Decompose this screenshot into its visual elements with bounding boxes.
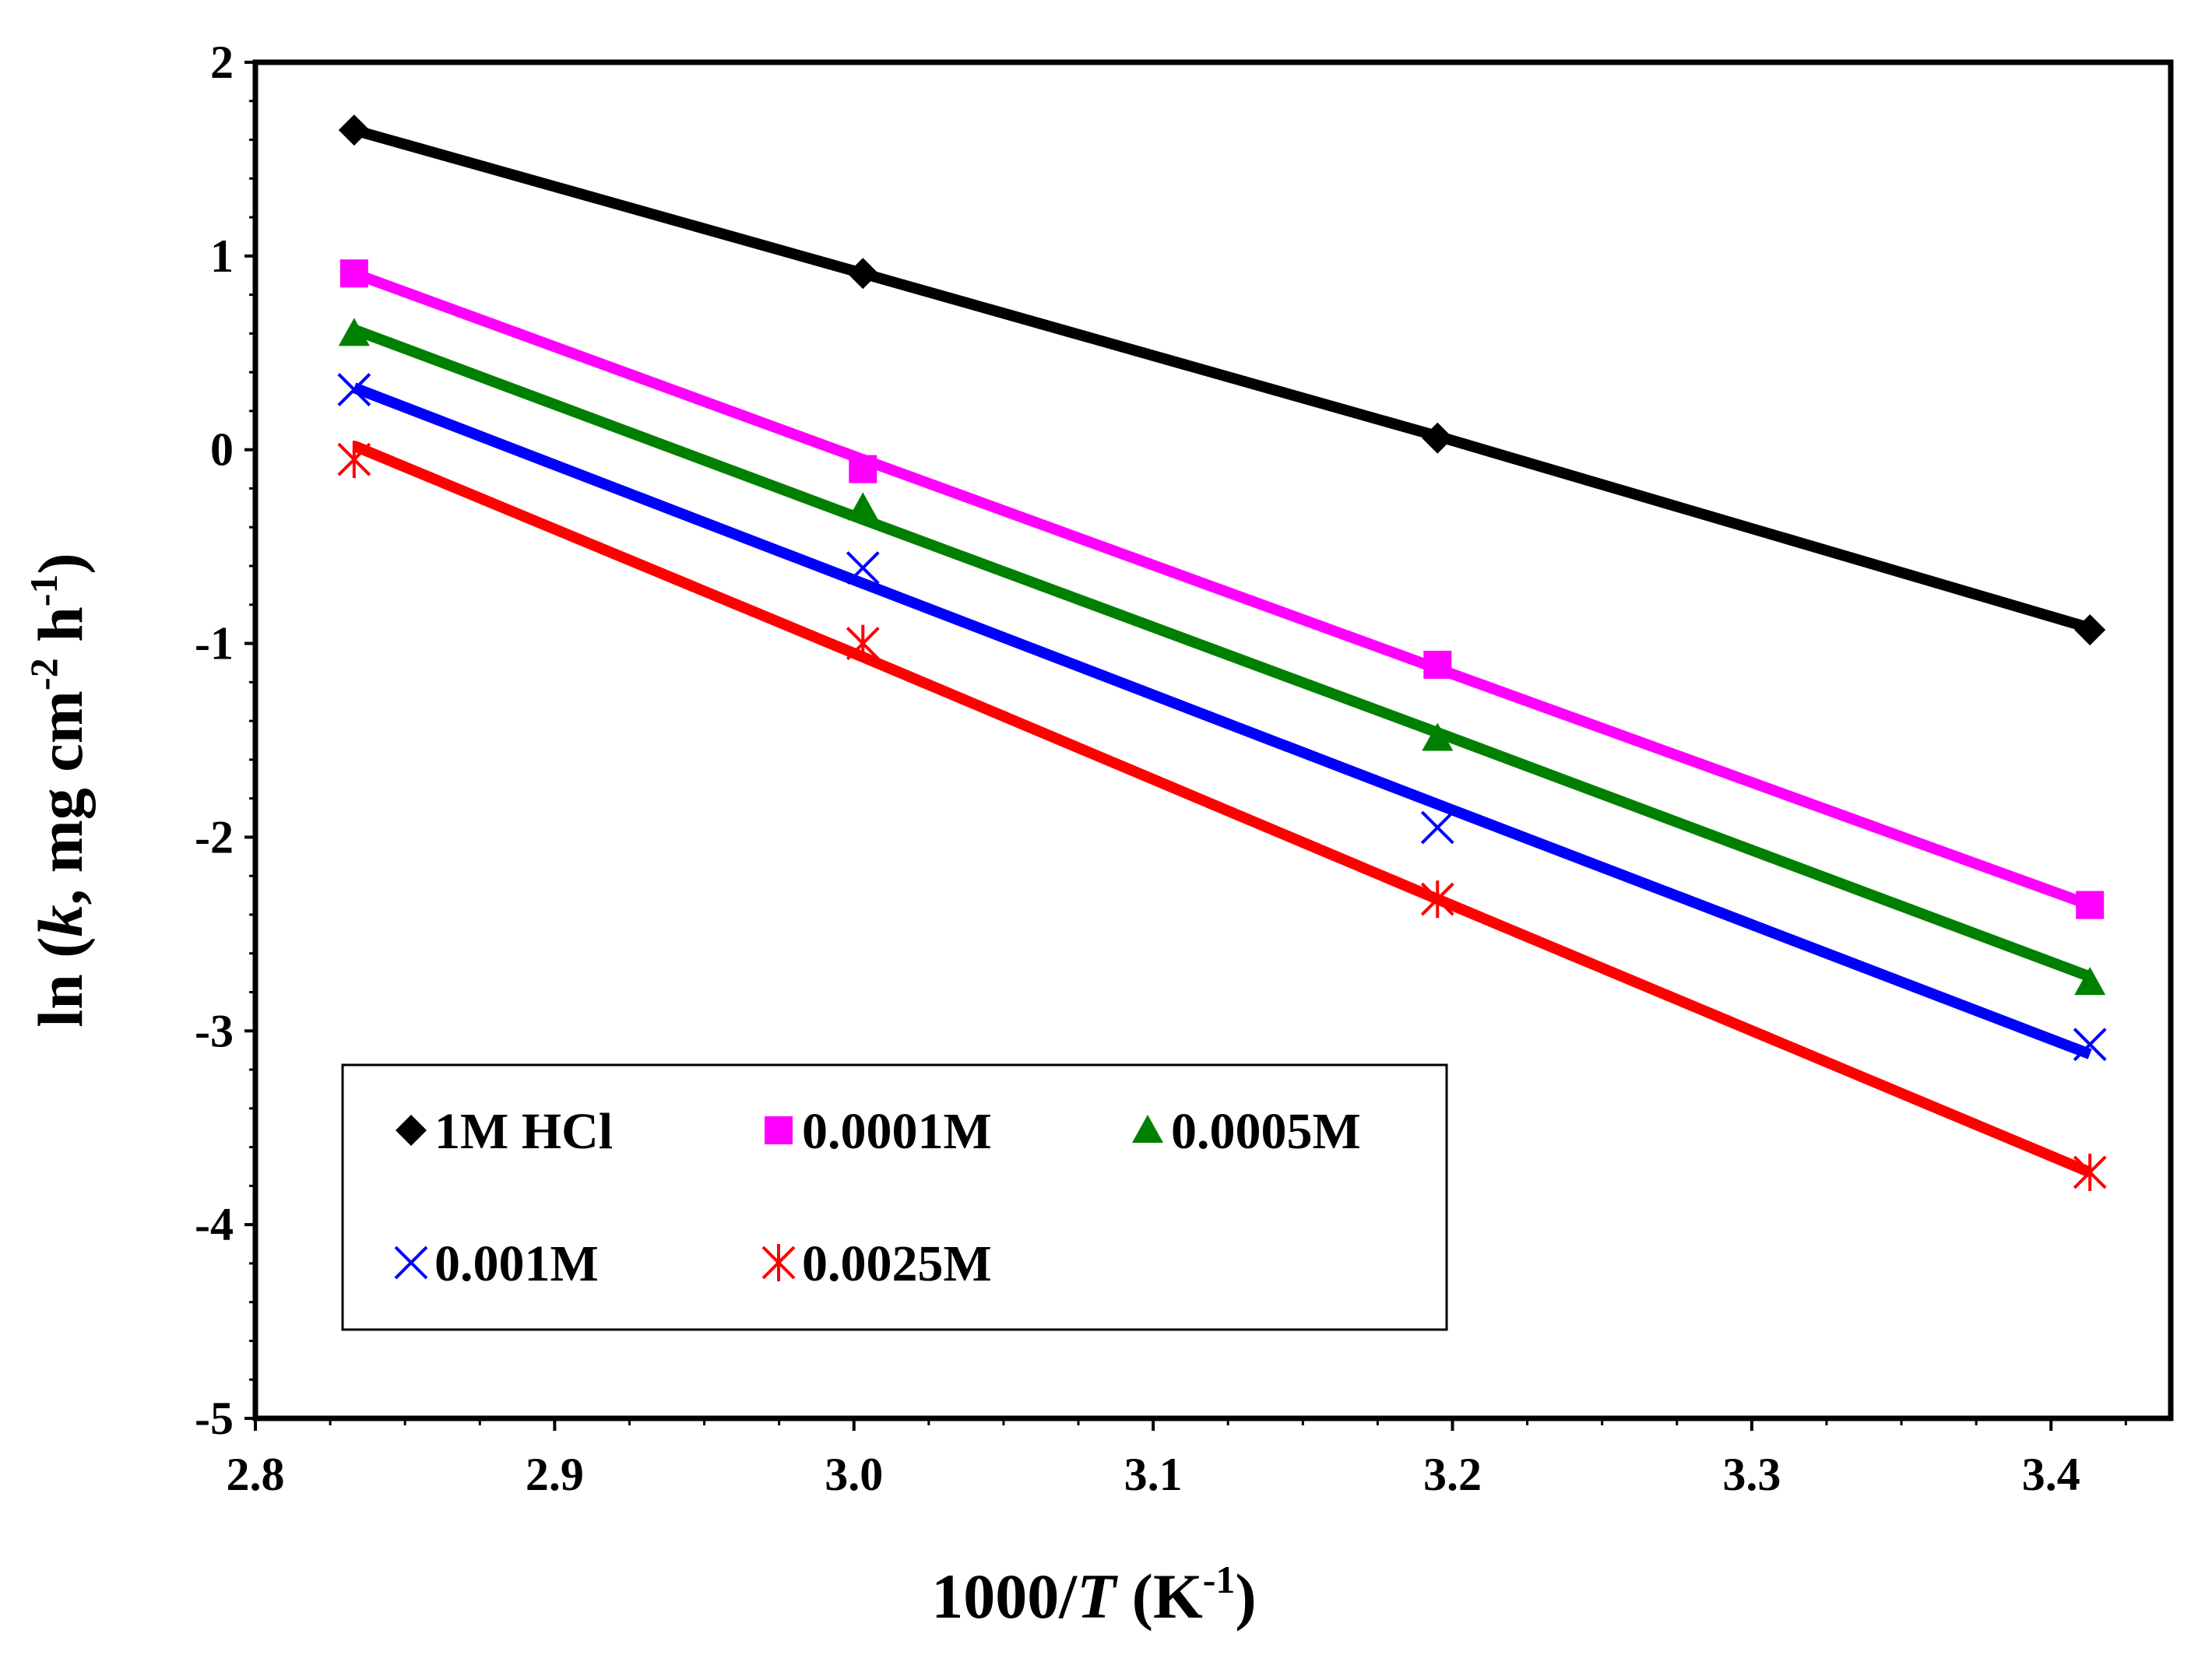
x-tick-label: 3.1 — [1124, 1449, 1183, 1500]
data-point-s4-p0 — [337, 441, 371, 479]
data-point-s3-p2 — [1420, 810, 1454, 845]
legend-label: 0.001M — [434, 1235, 599, 1292]
fit-lines — [352, 125, 2092, 1178]
y-axis-title-sup1: -2 — [22, 658, 65, 690]
data-point-s2-p0 — [338, 318, 370, 346]
y-axis-title-italic: k — [25, 905, 96, 937]
data-point-s0-p0 — [338, 114, 370, 146]
y-axis-title-mid2: h — [25, 606, 96, 658]
y-tick-label: 2 — [210, 37, 234, 88]
data-point-s1-p0 — [339, 259, 368, 288]
x-tick-label: 3.4 — [2022, 1449, 2080, 1500]
legend-marker-2 — [1132, 1115, 1163, 1143]
y-tick-label: 1 — [210, 230, 234, 282]
data-point-s1-p1 — [849, 455, 877, 483]
legend-box — [341, 1063, 1448, 1331]
x-axis-title-sup: -1 — [1203, 1558, 1236, 1601]
data-point-s1-p3 — [2076, 891, 2105, 919]
fit-line-1 — [352, 268, 2092, 911]
y-tick-label: -4 — [195, 1199, 234, 1250]
plot-area-frame — [252, 59, 2174, 1421]
y-tick-label: 0 — [210, 424, 234, 476]
data-point-s2-p3 — [2074, 967, 2106, 996]
fit-line-0 — [352, 125, 2092, 634]
data-point-s3-p3 — [2073, 1028, 2107, 1062]
legend-label: 1M HCl — [434, 1103, 613, 1160]
x-axis-title-close: ) — [1235, 1561, 1256, 1632]
data-point-s4-p1 — [846, 624, 880, 662]
fit-line-4 — [352, 441, 2092, 1178]
legend-label: 0.0005M — [1171, 1103, 1361, 1160]
data-point-s3-p1 — [846, 551, 880, 585]
data-point-s4-p2 — [1420, 880, 1454, 919]
data-point-s3-p0 — [337, 373, 371, 406]
x-tick-label: 2.9 — [526, 1449, 584, 1500]
legend-marker-4 — [761, 1244, 796, 1281]
legend: 1M HCl 0.0001M 0.0005M 0.001M 0.0025M — [341, 1063, 1448, 1331]
data-point-s0-p1 — [847, 258, 879, 290]
y-axis-title: ln (k, mg cm-2 h-1) — [22, 553, 96, 1027]
legend-marker-3 — [394, 1246, 428, 1280]
y-axis-title-close: ) — [25, 553, 96, 574]
legend-label: 0.0001M — [802, 1103, 992, 1160]
data-point-s2-p2 — [1422, 722, 1454, 751]
legend-marker-0 — [396, 1115, 427, 1146]
data-point-s0-p2 — [1422, 422, 1454, 454]
data-point-s1-p2 — [1423, 650, 1452, 679]
legend-marker-1 — [765, 1116, 793, 1144]
y-tick-label: -1 — [195, 618, 234, 669]
x-tick-label: 3.0 — [825, 1449, 883, 1500]
x-axis-title-italic: T — [1077, 1561, 1118, 1632]
x-axis-title-prefix: 1000/ — [931, 1561, 1078, 1632]
data-point-s0-p3 — [2074, 614, 2106, 646]
legend-label: 0.0025M — [802, 1235, 992, 1292]
data-markers — [337, 114, 2107, 1191]
y-axis-title-sup2: -1 — [22, 575, 65, 607]
y-axis-ticks: 2 1 0 -1 -2 -3 -4 -5 — [195, 37, 255, 1444]
y-axis-title-prefix: ln ( — [25, 937, 96, 1028]
x-axis-ticks: 2.8 2.9 3.0 3.1 3.2 3.3 3.4 — [227, 1418, 2127, 1500]
x-tick-label: 2.8 — [227, 1449, 285, 1500]
y-tick-label: -5 — [195, 1393, 234, 1444]
y-axis-title-mid: , mg cm — [25, 690, 96, 905]
fit-line-2 — [352, 324, 2092, 982]
y-tick-label: -2 — [195, 811, 234, 863]
data-point-s2-p1 — [847, 492, 879, 521]
data-point-s4-p3 — [2073, 1153, 2107, 1191]
fit-line-3 — [352, 382, 2092, 1059]
x-axis-title: 1000/T (K-1) — [931, 1558, 1256, 1632]
x-axis-title-unit: (K — [1116, 1561, 1203, 1632]
x-tick-label: 3.2 — [1423, 1449, 1482, 1500]
y-tick-label: -3 — [195, 1005, 234, 1056]
x-tick-label: 3.3 — [1722, 1449, 1781, 1500]
